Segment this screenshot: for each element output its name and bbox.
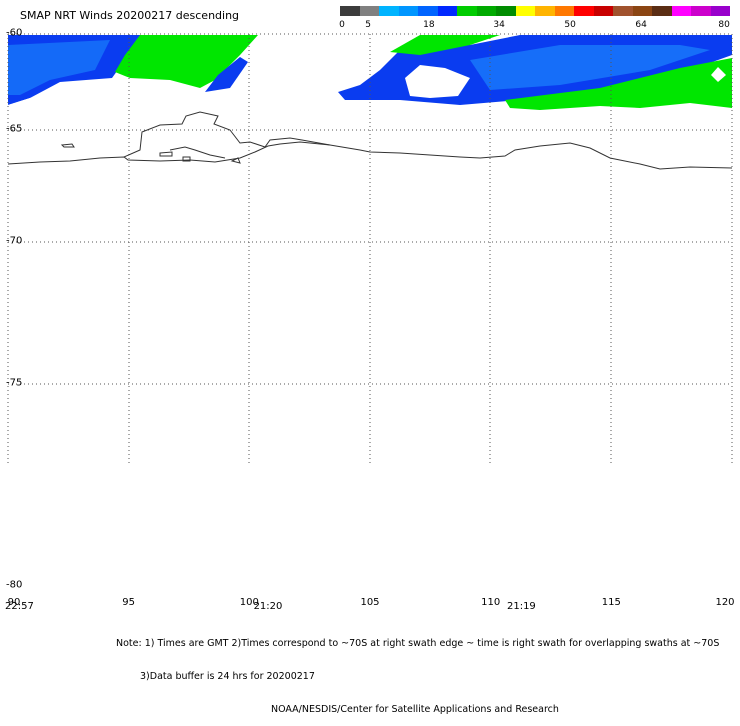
colorbar-swatch <box>710 6 730 16</box>
swath-time-label: 21:19 <box>506 601 536 612</box>
colorbar-swatch <box>593 6 613 16</box>
colorbar-swatch <box>379 6 399 16</box>
island-1 <box>60 143 75 148</box>
swath-right-lightblue <box>470 45 710 90</box>
coastline-main <box>7 141 733 170</box>
swath-edge-mask <box>8 80 135 130</box>
antarctic-coastline <box>7 111 733 170</box>
swath-left-green <box>115 35 258 88</box>
longitude-label: 95 <box>122 597 136 608</box>
swath-right-gap <box>405 65 470 98</box>
island-4 <box>230 157 241 164</box>
wind-swaths <box>8 35 732 130</box>
colorbar-swatch <box>535 6 555 16</box>
swath-right-green-bottom <box>505 58 732 110</box>
coastline-inlet <box>169 146 226 159</box>
colorbar-swatch <box>418 6 438 16</box>
colorbar-swatch <box>691 6 711 16</box>
longitude-label: 100 <box>239 597 259 608</box>
latitude-label: -70 <box>6 235 23 247</box>
latitude-label: -60 <box>6 27 23 39</box>
colorbar-label: 80 <box>718 20 730 30</box>
wind-map <box>7 33 733 465</box>
colorbar-label: 64 <box>635 20 647 30</box>
island-2 <box>159 151 173 157</box>
colorbar-swatch <box>671 6 691 16</box>
longitude-label: 90 <box>7 597 21 608</box>
longitude-label: 105 <box>360 597 380 608</box>
note-line-3: NOAA/NESDIS/Center for Satellite Applica… <box>271 704 559 715</box>
footer-notes: Note: 1) Times are GMT 2)Times correspon… <box>116 616 719 726</box>
colorbar-label: 34 <box>493 20 505 30</box>
map-title: SMAP NRT Winds 20200217 descending <box>20 9 240 22</box>
colorbar-swatch <box>359 6 379 16</box>
wind-speed-colorbar <box>340 6 730 16</box>
longitude-label: 120 <box>715 597 735 608</box>
swath-left-inner-blue <box>205 57 248 92</box>
colorbar-swatch <box>574 6 594 16</box>
colorbar-label: 18 <box>423 20 435 30</box>
longitude-label: 115 <box>601 597 621 608</box>
colorbar-swatch <box>613 6 633 16</box>
colorbar-label: 0 <box>339 20 345 30</box>
colorbar-label: 50 <box>564 20 576 30</box>
colorbar-swatch <box>476 6 496 16</box>
note-line-1: Note: 1) Times are GMT 2)Times correspon… <box>116 638 720 649</box>
colorbar-swatch <box>515 6 535 16</box>
colorbar-swatch <box>496 6 516 16</box>
swath-right-small-diamond <box>711 67 726 82</box>
latitude-label: -75 <box>6 377 23 389</box>
latitude-label: -80 <box>6 579 23 591</box>
colorbar-swatch <box>437 6 457 16</box>
colorbar-swatch <box>457 6 477 16</box>
note-line-2: 3)Data buffer is 24 hrs for 20200217 <box>140 671 315 682</box>
swath-time-label: 21:20 <box>253 601 283 612</box>
coastline-peninsula <box>123 111 331 158</box>
colorbar-swatch <box>554 6 574 16</box>
swath-left-lightblue <box>8 40 110 95</box>
longitude-label: 110 <box>481 597 501 608</box>
colorbar-swatch <box>340 6 360 16</box>
swath-time-label: 22:57 <box>5 601 34 612</box>
colorbar-swatch <box>398 6 418 16</box>
lat-lon-grid <box>7 33 733 465</box>
colorbar-label: 5 <box>365 20 371 30</box>
colorbar-swatch <box>652 6 672 16</box>
swath-right-green-top <box>390 35 500 55</box>
latitude-label: -65 <box>6 123 23 135</box>
island-3 <box>182 156 191 162</box>
colorbar-swatch <box>632 6 652 16</box>
